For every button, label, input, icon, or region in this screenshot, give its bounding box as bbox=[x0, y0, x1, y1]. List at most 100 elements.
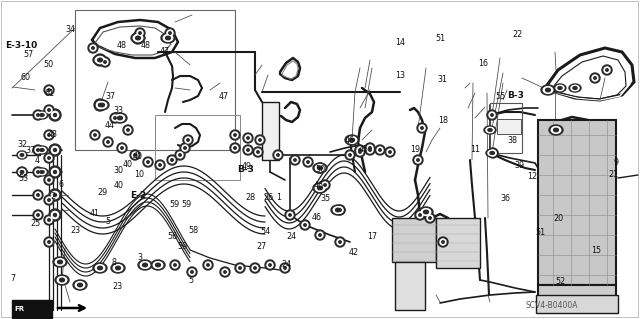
Circle shape bbox=[284, 267, 286, 269]
Circle shape bbox=[94, 54, 106, 66]
Circle shape bbox=[33, 190, 43, 200]
Circle shape bbox=[322, 182, 328, 188]
Circle shape bbox=[255, 135, 265, 145]
Bar bbox=[538, 120, 616, 285]
Ellipse shape bbox=[316, 165, 324, 171]
Ellipse shape bbox=[57, 277, 67, 283]
Text: 40: 40 bbox=[123, 160, 133, 169]
Text: 44: 44 bbox=[105, 121, 115, 130]
Circle shape bbox=[46, 87, 52, 93]
Text: 30: 30 bbox=[113, 166, 124, 175]
Ellipse shape bbox=[331, 205, 345, 215]
Circle shape bbox=[105, 139, 111, 145]
Ellipse shape bbox=[549, 125, 563, 135]
Ellipse shape bbox=[116, 266, 120, 270]
Ellipse shape bbox=[156, 263, 161, 267]
Text: 10: 10 bbox=[134, 170, 145, 179]
Circle shape bbox=[292, 157, 298, 163]
Circle shape bbox=[102, 59, 108, 65]
Circle shape bbox=[257, 151, 259, 153]
Text: 27: 27 bbox=[256, 242, 266, 251]
Circle shape bbox=[135, 28, 145, 38]
Ellipse shape bbox=[138, 260, 152, 270]
Circle shape bbox=[205, 262, 211, 268]
Circle shape bbox=[245, 135, 251, 141]
Bar bbox=[155, 115, 240, 180]
Text: 50: 50 bbox=[315, 165, 325, 174]
Text: 52: 52 bbox=[555, 277, 565, 286]
Circle shape bbox=[54, 213, 56, 217]
Ellipse shape bbox=[166, 36, 170, 40]
Text: 51: 51 bbox=[536, 228, 546, 237]
Text: 19: 19 bbox=[410, 145, 420, 154]
Circle shape bbox=[44, 215, 54, 225]
Circle shape bbox=[35, 112, 41, 118]
Text: 43: 43 bbox=[47, 130, 58, 139]
Text: 35: 35 bbox=[320, 194, 330, 203]
Text: 11: 11 bbox=[470, 145, 480, 154]
Text: 17: 17 bbox=[367, 232, 378, 241]
Ellipse shape bbox=[55, 259, 65, 265]
Circle shape bbox=[232, 132, 238, 138]
Circle shape bbox=[44, 153, 54, 163]
Circle shape bbox=[347, 152, 353, 158]
Ellipse shape bbox=[93, 263, 107, 273]
Circle shape bbox=[287, 212, 293, 218]
Text: SCV4-B0400A: SCV4-B0400A bbox=[525, 300, 577, 309]
Circle shape bbox=[49, 189, 61, 201]
Text: 48: 48 bbox=[141, 41, 151, 50]
Bar bbox=[75, 10, 235, 150]
Text: 54: 54 bbox=[260, 227, 271, 236]
Circle shape bbox=[377, 147, 383, 153]
Bar bbox=[538, 285, 616, 313]
Circle shape bbox=[123, 125, 133, 135]
Circle shape bbox=[20, 171, 23, 173]
Circle shape bbox=[324, 184, 326, 186]
Ellipse shape bbox=[19, 169, 26, 175]
Text: 37: 37 bbox=[105, 92, 115, 101]
Text: 12: 12 bbox=[527, 172, 538, 181]
Circle shape bbox=[125, 127, 131, 133]
Circle shape bbox=[355, 147, 365, 157]
Text: 53: 53 bbox=[19, 174, 29, 182]
Ellipse shape bbox=[118, 116, 122, 120]
Circle shape bbox=[253, 147, 263, 157]
Ellipse shape bbox=[40, 149, 44, 152]
Text: 47: 47 bbox=[160, 47, 170, 56]
Circle shape bbox=[239, 267, 241, 269]
Circle shape bbox=[357, 147, 363, 153]
Circle shape bbox=[234, 134, 236, 136]
Circle shape bbox=[48, 199, 51, 201]
Ellipse shape bbox=[335, 208, 340, 212]
Circle shape bbox=[46, 177, 52, 183]
Ellipse shape bbox=[421, 209, 431, 215]
Bar bbox=[436, 218, 480, 268]
Circle shape bbox=[273, 150, 283, 160]
Circle shape bbox=[247, 149, 249, 151]
Ellipse shape bbox=[486, 149, 498, 157]
Bar bbox=[395, 262, 425, 310]
Circle shape bbox=[46, 132, 52, 138]
Text: FR: FR bbox=[14, 306, 24, 312]
Circle shape bbox=[107, 141, 109, 143]
Circle shape bbox=[119, 145, 125, 151]
Circle shape bbox=[132, 152, 138, 158]
Text: 24: 24 bbox=[286, 232, 296, 241]
Ellipse shape bbox=[161, 33, 175, 43]
Ellipse shape bbox=[36, 168, 48, 176]
Ellipse shape bbox=[131, 33, 145, 43]
Circle shape bbox=[145, 159, 151, 165]
Text: E-2: E-2 bbox=[130, 190, 146, 199]
Circle shape bbox=[48, 157, 51, 159]
Ellipse shape bbox=[345, 135, 359, 145]
Circle shape bbox=[207, 264, 209, 266]
Circle shape bbox=[490, 150, 496, 156]
Circle shape bbox=[367, 147, 373, 153]
Ellipse shape bbox=[97, 102, 107, 108]
Ellipse shape bbox=[38, 112, 46, 118]
Text: 40: 40 bbox=[132, 152, 143, 161]
Circle shape bbox=[379, 149, 381, 151]
Circle shape bbox=[90, 45, 96, 51]
Circle shape bbox=[339, 241, 341, 243]
Text: 8: 8 bbox=[111, 258, 116, 267]
